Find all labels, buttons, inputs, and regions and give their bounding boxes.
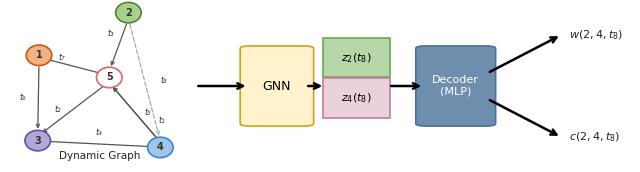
- Text: Dynamic Graph: Dynamic Graph: [59, 151, 140, 161]
- Text: 4: 4: [157, 142, 164, 152]
- Text: t₃: t₃: [108, 29, 115, 38]
- Text: t₁: t₁: [158, 116, 165, 126]
- Text: t₆: t₆: [19, 93, 26, 103]
- Text: GNN: GNN: [262, 79, 291, 93]
- Ellipse shape: [25, 130, 51, 151]
- Text: 3: 3: [35, 136, 41, 146]
- Text: t₂: t₂: [54, 105, 61, 114]
- Text: t₄: t₄: [96, 128, 102, 137]
- FancyBboxPatch shape: [416, 46, 495, 126]
- Text: $z_2(t_8)$: $z_2(t_8)$: [342, 51, 372, 65]
- Text: 1: 1: [36, 50, 42, 60]
- Text: $c(2, 4, t_8)$: $c(2, 4, t_8)$: [569, 130, 620, 144]
- Text: 5: 5: [106, 72, 113, 82]
- FancyBboxPatch shape: [323, 38, 390, 77]
- Ellipse shape: [116, 2, 141, 23]
- FancyBboxPatch shape: [240, 46, 314, 126]
- Text: t₅: t₅: [144, 108, 151, 117]
- Text: Decoder
(MLP): Decoder (MLP): [432, 75, 479, 97]
- Text: $w(2, 4, t_8)$: $w(2, 4, t_8)$: [569, 28, 623, 42]
- Text: t₇: t₇: [58, 53, 65, 62]
- FancyBboxPatch shape: [323, 78, 390, 118]
- Ellipse shape: [26, 45, 52, 66]
- Text: t₈: t₈: [160, 76, 167, 84]
- Text: 2: 2: [125, 8, 132, 18]
- Ellipse shape: [97, 67, 122, 88]
- Ellipse shape: [148, 137, 173, 158]
- Text: $z_4(t_8)$: $z_4(t_8)$: [342, 91, 372, 105]
